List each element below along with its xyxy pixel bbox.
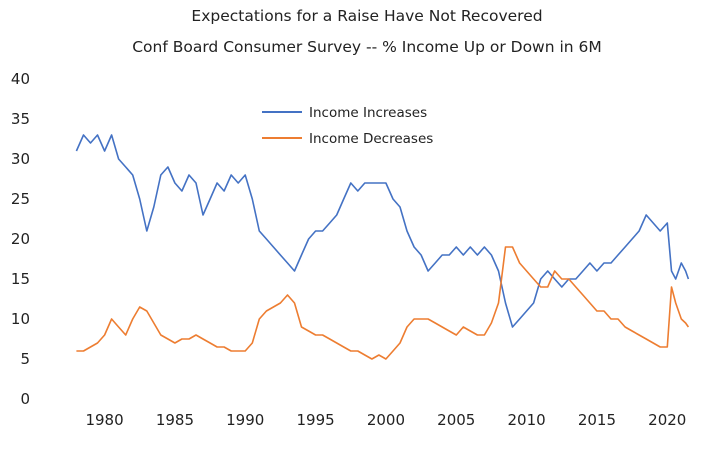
x-axis: 1980 1985 1990 1995 2000 2005 2010 2015 2020 — [85, 411, 686, 429]
x-tick-label: 2020 — [648, 411, 686, 429]
y-tick-label: 35 — [11, 110, 30, 128]
y-axis: 0 5 10 15 20 25 30 35 40 — [11, 70, 30, 408]
y-tick-label: 40 — [11, 70, 30, 88]
x-tick-label: 2010 — [508, 411, 546, 429]
y-tick-label: 15 — [11, 270, 30, 288]
chart-title: Expectations for a Raise Have Not Recove… — [191, 7, 542, 25]
x-tick-label: 1985 — [156, 411, 194, 429]
y-tick-label: 5 — [20, 350, 30, 368]
y-tick-label: 25 — [11, 190, 30, 208]
series-layer — [75, 134, 690, 360]
y-tick-label: 30 — [11, 150, 30, 168]
legend: Income Increases Income Decreases — [262, 105, 433, 147]
chart-subtitle: Conf Board Consumer Survey -- % Income U… — [132, 38, 602, 56]
y-tick-label: 0 — [20, 390, 30, 408]
legend-label: Income Increases — [309, 105, 427, 121]
series-line-0 — [75, 134, 690, 328]
x-tick-label: 1980 — [85, 411, 123, 429]
x-tick-label: 2005 — [437, 411, 475, 429]
x-tick-label: 2015 — [578, 411, 616, 429]
x-tick-label: 2000 — [367, 411, 405, 429]
series-line-1 — [76, 246, 690, 360]
y-tick-label: 20 — [11, 230, 30, 248]
x-tick-label: 1990 — [226, 411, 264, 429]
x-tick-label: 1995 — [296, 411, 334, 429]
y-tick-label: 10 — [11, 310, 30, 328]
legend-label: Income Decreases — [309, 131, 433, 147]
